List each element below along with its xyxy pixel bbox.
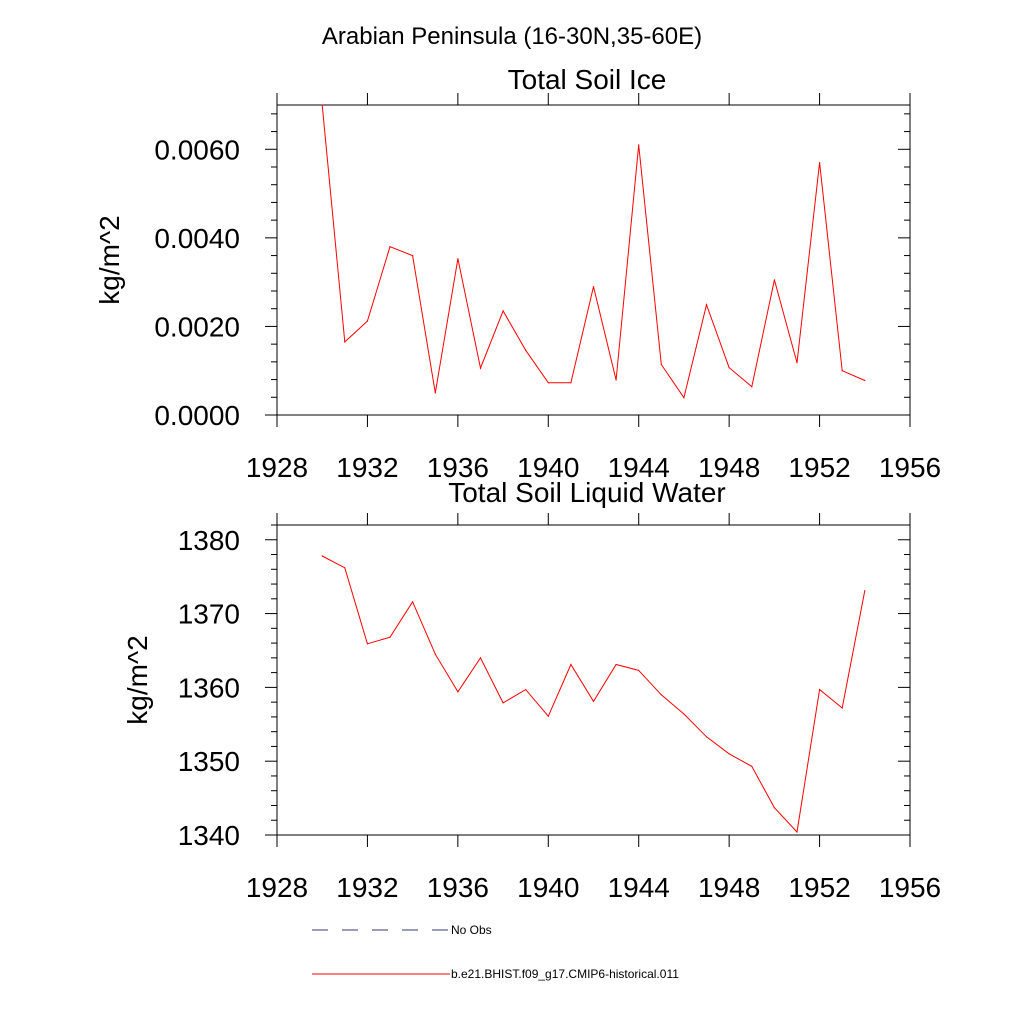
series-line <box>321 555 866 834</box>
data-point <box>683 397 685 399</box>
x-tick-label: 1956 <box>879 452 941 483</box>
panel-title: Total Soil Liquid Water <box>448 477 726 508</box>
data-point <box>479 657 482 659</box>
series-group <box>321 104 866 399</box>
data-point <box>683 713 685 715</box>
y-tick-label: 0.0020 <box>154 311 240 342</box>
series-line <box>321 104 865 399</box>
data-point <box>773 807 776 809</box>
legend-label-model: b.e21.BHIST.f09_g17.CMIP6-historical.011 <box>451 967 679 981</box>
data-point <box>773 279 776 281</box>
data-point <box>366 643 368 645</box>
x-tick-label: 1940 <box>517 452 579 483</box>
x-tick-label: 1928 <box>246 452 308 483</box>
x-tick-label: 1952 <box>788 872 850 903</box>
data-point <box>615 379 617 381</box>
tick-labels: 1928 1932 1936 1940 1944 1948 1952 1956 1340 1350… <box>178 525 941 903</box>
data-point <box>728 753 730 755</box>
data-point <box>705 304 708 306</box>
y-tick-label: 0.0000 <box>154 400 240 431</box>
x-tick-label: 1936 <box>427 872 489 903</box>
plot-frame <box>276 104 911 416</box>
data-point <box>638 144 640 146</box>
y-axis-label: kg/m^2 <box>94 215 125 304</box>
x-tick-label: 1944 <box>608 872 670 903</box>
data-point <box>570 663 572 666</box>
y-tick-label: 1370 <box>178 599 240 630</box>
data-point <box>525 349 527 351</box>
data-point <box>864 379 866 382</box>
x-tick-label: 1948 <box>698 452 760 483</box>
data-point <box>592 286 595 288</box>
data-point <box>615 663 617 666</box>
data-point <box>751 765 753 768</box>
data-point <box>638 669 640 672</box>
data-point <box>344 341 346 343</box>
data-point <box>819 162 821 164</box>
data-point <box>547 715 549 717</box>
plot-frame <box>276 524 911 836</box>
data-point <box>705 736 708 738</box>
figure-title: Arabian Peninsula (16-30N,35-60E) <box>322 23 702 50</box>
panel-total-soil-ice: Total Soil Ice kg/m^2 1928 1932 1936 1940 19… <box>94 64 941 483</box>
data-point <box>796 362 798 364</box>
data-point <box>864 590 866 592</box>
x-tick-label: 1956 <box>879 872 941 903</box>
panel-total-soil-liquid-water: Total Soil Liquid Water kg/m^2 1928 1932 1… <box>122 477 941 903</box>
x-tick-label: 1952 <box>788 452 850 483</box>
data-point <box>366 320 368 322</box>
data-point <box>502 702 504 704</box>
tick-marks <box>265 93 911 427</box>
x-tick-label: 1940 <box>517 872 579 903</box>
x-tick-label: 1944 <box>608 452 670 483</box>
data-point <box>819 689 821 691</box>
data-point <box>434 392 436 394</box>
tick-labels: 1928 1932 1936 1940 1944 1948 1952 1956 0.0000 0.… <box>154 134 941 483</box>
data-point <box>841 707 843 709</box>
data-point <box>660 363 662 366</box>
data-point <box>457 258 459 260</box>
x-tick-label: 1932 <box>336 452 398 483</box>
x-tick-label: 1948 <box>698 872 760 903</box>
panel-title: Total Soil Ice <box>508 64 667 95</box>
data-point <box>321 104 323 106</box>
data-point <box>389 246 391 248</box>
data-point <box>479 367 482 369</box>
data-point <box>502 310 504 312</box>
x-tick-label: 1936 <box>427 452 489 483</box>
data-point <box>841 370 843 372</box>
data-point <box>389 636 391 638</box>
data-point <box>751 386 753 388</box>
x-tick-label: 1932 <box>336 872 398 903</box>
data-point <box>796 831 798 833</box>
data-point <box>412 601 414 603</box>
y-tick-label: 0.0060 <box>154 134 240 165</box>
data-point <box>547 382 549 384</box>
y-tick-label: 1340 <box>178 820 240 851</box>
y-tick-label: 1380 <box>178 525 240 556</box>
y-tick-label: 1350 <box>178 746 240 777</box>
legend-label-no-obs: No Obs <box>451 923 492 937</box>
data-point <box>592 700 595 703</box>
tick-marks <box>265 513 911 847</box>
data-point <box>525 689 527 691</box>
x-tick-label: 1928 <box>246 872 308 903</box>
y-tick-label: 0.0040 <box>154 223 240 254</box>
data-point <box>660 694 662 696</box>
y-tick-label: 1360 <box>178 672 240 703</box>
data-point <box>728 367 730 369</box>
legend: No Obs b.e21.BHIST.f09_g17.CMIP6-histori… <box>312 923 679 981</box>
data-point <box>344 567 346 569</box>
y-axis-label: kg/m^2 <box>122 635 153 724</box>
data-point <box>457 691 459 693</box>
data-point <box>434 653 436 655</box>
series-group <box>321 555 866 834</box>
data-point <box>412 255 414 257</box>
data-point <box>321 555 323 557</box>
data-point <box>570 382 572 384</box>
